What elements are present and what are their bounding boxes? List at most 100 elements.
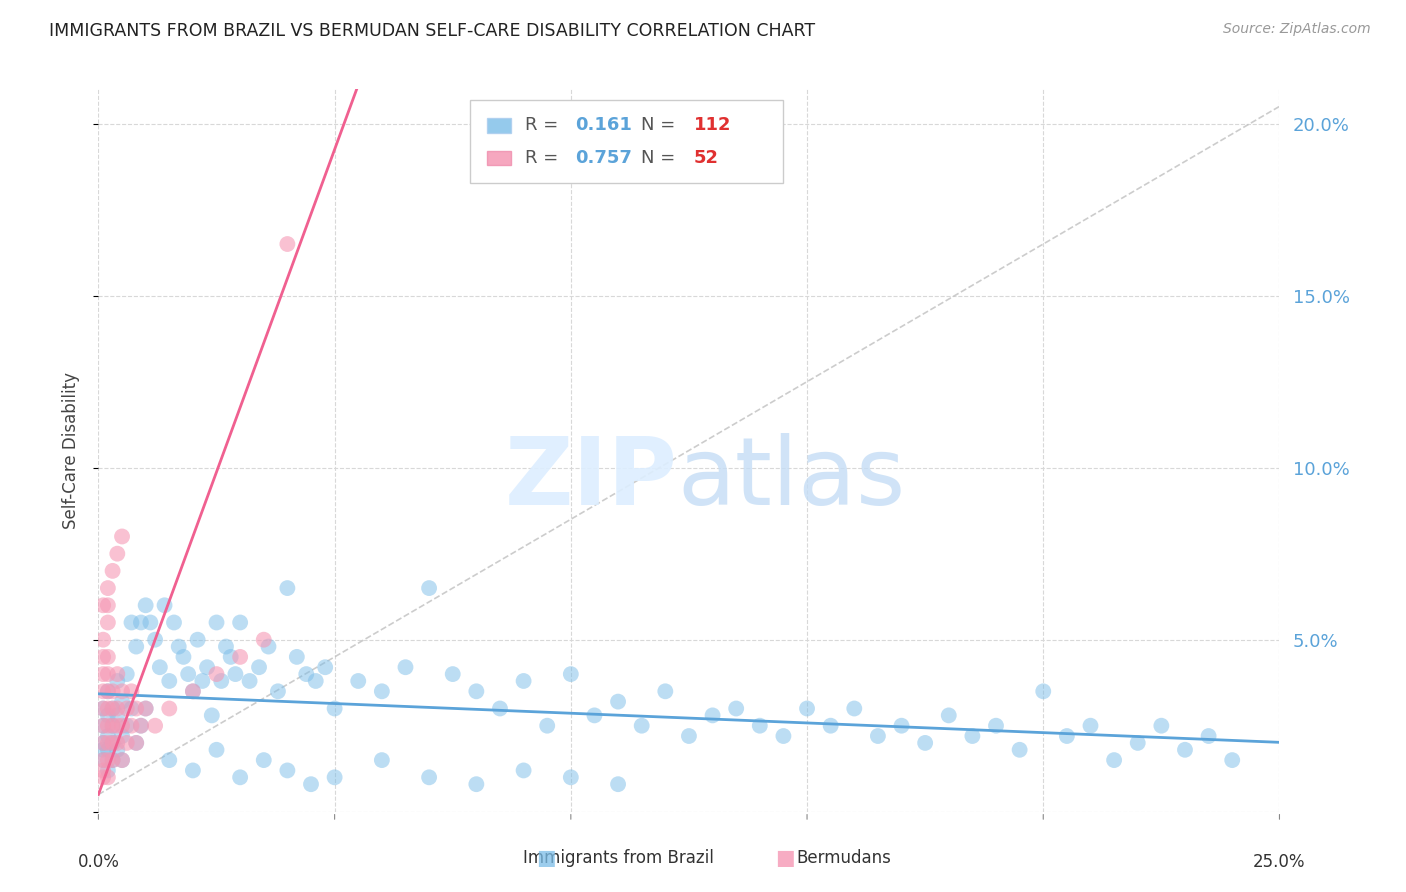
Point xyxy=(1008,743,1031,757)
Point xyxy=(125,640,148,654)
Point xyxy=(97,729,120,743)
Text: ZIP: ZIP xyxy=(505,434,678,525)
Point xyxy=(143,719,166,733)
Text: 25.0%: 25.0% xyxy=(1253,853,1306,871)
Point xyxy=(125,701,148,715)
Text: 0.161: 0.161 xyxy=(575,116,633,135)
Point xyxy=(201,708,224,723)
Point xyxy=(97,701,120,715)
Point xyxy=(796,701,818,715)
Point xyxy=(157,701,180,715)
Point xyxy=(91,736,114,750)
Point xyxy=(129,719,152,733)
Point xyxy=(418,770,440,784)
Point xyxy=(229,649,252,664)
Point xyxy=(157,673,180,688)
Point xyxy=(91,743,114,757)
Point xyxy=(125,736,148,750)
Point xyxy=(97,764,120,778)
Point xyxy=(125,736,148,750)
Point xyxy=(962,729,984,743)
Point xyxy=(195,660,218,674)
Point xyxy=(97,615,120,630)
Point xyxy=(97,770,120,784)
Point xyxy=(115,736,138,750)
Point xyxy=(111,753,134,767)
Point xyxy=(276,237,298,252)
Point xyxy=(101,564,124,578)
Text: 52: 52 xyxy=(693,149,718,167)
Point xyxy=(91,764,114,778)
Point xyxy=(914,736,936,750)
Point xyxy=(91,599,114,613)
Point xyxy=(295,667,318,681)
Point xyxy=(177,667,200,681)
Point xyxy=(323,770,346,784)
Text: N =: N = xyxy=(641,116,681,135)
Point xyxy=(239,673,262,688)
Text: 0.757: 0.757 xyxy=(575,149,633,167)
Point xyxy=(105,736,128,750)
Point xyxy=(101,753,124,767)
Point xyxy=(97,649,120,664)
Point xyxy=(111,529,134,543)
Point xyxy=(91,719,114,733)
Point xyxy=(560,770,582,784)
Point xyxy=(167,640,190,654)
Point xyxy=(583,708,606,723)
Text: N =: N = xyxy=(641,149,681,167)
Point xyxy=(209,673,232,688)
Point xyxy=(181,684,204,698)
Point xyxy=(1080,719,1102,733)
Point xyxy=(702,708,724,723)
Point xyxy=(91,753,114,767)
Point xyxy=(101,701,124,715)
Point xyxy=(725,701,748,715)
Text: atlas: atlas xyxy=(678,434,905,525)
Point xyxy=(91,736,114,750)
Point xyxy=(1056,729,1078,743)
Text: ■: ■ xyxy=(536,848,555,868)
Point xyxy=(181,764,204,778)
Point xyxy=(205,615,228,630)
Point xyxy=(1032,684,1054,698)
Point xyxy=(441,667,464,681)
Point xyxy=(285,649,308,664)
Point xyxy=(305,673,328,688)
Point xyxy=(314,660,336,674)
Point xyxy=(1150,719,1173,733)
Point xyxy=(97,581,120,595)
Point xyxy=(91,719,114,733)
Point xyxy=(371,684,394,698)
Point xyxy=(149,660,172,674)
Point xyxy=(101,719,124,733)
Point xyxy=(121,719,143,733)
Point xyxy=(105,708,128,723)
Point xyxy=(111,684,134,698)
Point xyxy=(267,684,290,698)
Point xyxy=(111,729,134,743)
Text: ■: ■ xyxy=(775,848,794,868)
Point xyxy=(219,649,242,664)
Point xyxy=(129,719,152,733)
Point xyxy=(97,736,120,750)
Point xyxy=(181,684,204,698)
Point xyxy=(630,719,652,733)
Point xyxy=(97,684,120,698)
Text: Bermudans: Bermudans xyxy=(796,849,891,867)
Text: 112: 112 xyxy=(693,116,731,135)
Point xyxy=(844,701,866,715)
Point xyxy=(276,581,298,595)
Text: Immigrants from Brazil: Immigrants from Brazil xyxy=(523,849,714,867)
Point xyxy=(91,701,114,715)
FancyBboxPatch shape xyxy=(486,151,510,165)
Point xyxy=(105,667,128,681)
Point xyxy=(101,736,124,750)
Point xyxy=(121,615,143,630)
Point xyxy=(101,701,124,715)
Point xyxy=(97,667,120,681)
Point xyxy=(91,684,114,698)
Text: R =: R = xyxy=(524,116,564,135)
Point xyxy=(97,743,120,757)
Point xyxy=(101,736,124,750)
